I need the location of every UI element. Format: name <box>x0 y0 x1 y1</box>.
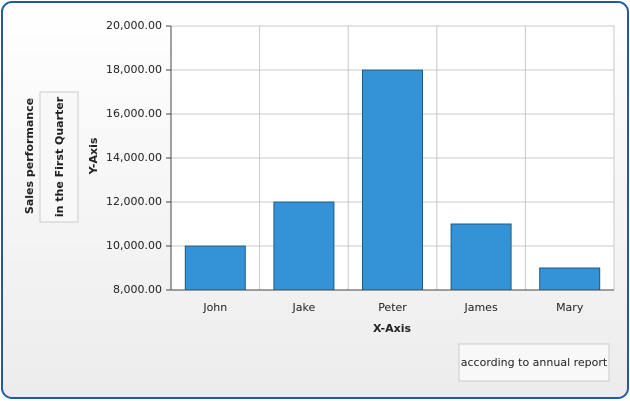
x-tick-label: Peter <box>378 301 407 314</box>
x-axis-label: X-Axis <box>373 322 412 335</box>
bar <box>539 267 601 291</box>
x-tick-label: James <box>463 301 497 314</box>
y-tick-label: 14,000.00 <box>106 151 162 164</box>
chart-title: Sales performance <box>23 98 36 214</box>
x-tick-label: Mary <box>556 301 584 314</box>
bar <box>362 69 423 291</box>
y-tick-label: 10,000.00 <box>106 239 162 252</box>
x-tick-label: Jake <box>292 301 316 314</box>
y-tick-label: 16,000.00 <box>106 107 162 120</box>
y-axis-label: Y-Axis <box>87 137 100 175</box>
footer-box <box>458 343 610 382</box>
y-tick-label: 18,000.00 <box>106 63 162 76</box>
y-tick-label: 20,000.00 <box>106 19 162 32</box>
footer: according to annual report <box>461 356 608 369</box>
y-tick-label: 8,000.00 <box>113 283 162 296</box>
x-tick-label: John <box>202 301 227 314</box>
bar <box>273 201 335 291</box>
chart-subtitle: in the First Quarter <box>53 96 66 217</box>
bar <box>184 245 246 291</box>
subtitle-box <box>39 91 79 223</box>
bar <box>450 223 512 291</box>
y-tick-label: 12,000.00 <box>106 195 162 208</box>
